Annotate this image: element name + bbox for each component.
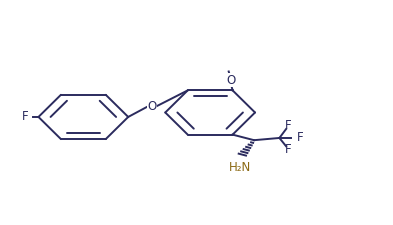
Text: F: F — [285, 143, 291, 156]
Text: O: O — [147, 100, 157, 113]
Text: O: O — [226, 74, 235, 87]
Text: F: F — [22, 110, 29, 124]
Text: H₂N: H₂N — [229, 161, 252, 174]
Text: F: F — [285, 119, 291, 133]
Text: F: F — [297, 131, 303, 144]
